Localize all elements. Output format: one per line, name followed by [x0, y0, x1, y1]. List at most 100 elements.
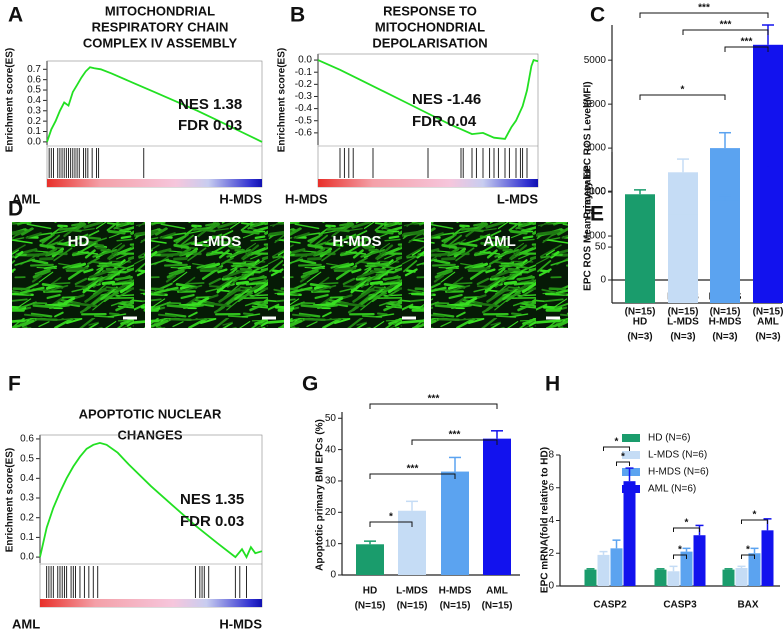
fdr: FDR 0.04 [412, 113, 477, 130]
y-tick-label: 1000 [584, 231, 607, 242]
significance-bracket [603, 446, 630, 451]
y-axis-label: Enrichment score(ES) [5, 448, 16, 552]
bar [623, 481, 636, 586]
group-size: (N=15) [397, 601, 428, 612]
significance-bracket [682, 29, 769, 35]
bar [610, 548, 623, 586]
nes: NES 1.35 [180, 491, 244, 508]
y-tick-label: 0.6 [20, 434, 34, 445]
significance-label: * [681, 85, 685, 96]
significance-label: *** [698, 3, 710, 14]
chart-title: RESPIRATORY CHAIN [92, 19, 229, 34]
y-axis-label: Primary EPC ROS Level(MFI) [583, 81, 594, 218]
bar [748, 553, 761, 586]
x-tick-label: CASP2 [593, 600, 627, 611]
panel-letter: H [545, 373, 560, 396]
x-tick-label: H-MDS [439, 586, 472, 597]
significance-bracket [741, 519, 768, 524]
y-tick-label: 20 [325, 507, 337, 518]
y-tick-label: -0.4 [295, 103, 313, 114]
y-tick-label: 10 [325, 538, 337, 549]
y-tick-label: 50 [595, 242, 607, 253]
micrograph-label: H-MDS [332, 233, 381, 250]
nes: NES -1.46 [412, 91, 481, 108]
panel-letter: D [8, 198, 23, 221]
panel-letter: A [8, 4, 23, 27]
group-size: (N=15) [668, 307, 699, 318]
y-tick-label: -0.2 [295, 79, 313, 90]
legend-label: L-MDS (N=6) [648, 450, 707, 461]
y-tick-label: 0.5 [20, 453, 34, 464]
bar [654, 569, 667, 586]
bar [761, 530, 774, 586]
y-tick-label: 4000 [584, 99, 607, 110]
significance-bracket [369, 403, 498, 409]
significance-bracket [673, 554, 687, 559]
y-tick-label: 0.3 [20, 493, 34, 504]
legend-label: H-MDS (N=6) [648, 467, 709, 478]
legend-label: AML (N=6) [648, 484, 696, 495]
y-tick-label: 0.2 [27, 116, 41, 127]
y-tick-label: 2000 [584, 187, 607, 198]
es-curve [317, 59, 539, 140]
legend-swatch [622, 468, 640, 476]
bar [625, 222, 655, 303]
x-tick-label: AML [757, 317, 779, 328]
bar [680, 551, 693, 586]
fdr: FDR 0.03 [178, 117, 242, 134]
y-tick-label: 30 [325, 476, 337, 487]
y-tick-label: 6 [548, 482, 554, 493]
group-size: (N=15) [625, 307, 656, 318]
fdr: FDR 0.03 [180, 513, 244, 530]
y-axis-label: EPC mRNA(fold relative to HD) [540, 447, 551, 593]
significance-label: * [753, 510, 757, 521]
significance-bracket [616, 461, 630, 466]
legend-swatch [622, 434, 640, 442]
panel-letter: E [590, 203, 604, 226]
group-size: (N=15) [482, 601, 513, 612]
y-axis-label: EPC ROS Mean gray value [583, 165, 594, 291]
y-tick-label: -0.1 [295, 67, 313, 78]
y-tick-label: 0 [330, 570, 336, 581]
x-tick-label: H-MDS [709, 317, 742, 328]
y-axis-label: Enrichment score(ES) [5, 48, 16, 152]
group-size: (N=15) [710, 307, 741, 318]
y-tick-label: 40 [325, 444, 337, 455]
group-size: (N=15) [355, 601, 386, 612]
panel-letter: C [590, 4, 605, 27]
panel-letter: F [8, 373, 21, 396]
group-size: (N=15) [753, 307, 784, 318]
panel-letter: B [290, 4, 305, 27]
significance-label: *** [449, 430, 461, 441]
nes: NES 1.38 [178, 96, 242, 113]
y-tick-label: 4 [548, 515, 554, 526]
chart-title: MITOCHONDRIAL [375, 19, 485, 34]
left-label: AML [12, 191, 40, 206]
significance-bracket [724, 46, 769, 52]
y-tick-label: -0.5 [295, 115, 313, 126]
micrograph-label: AML [483, 233, 516, 250]
bar [597, 554, 610, 586]
significance-label: * [746, 545, 750, 556]
y-tick-label: 0.6 [27, 74, 41, 85]
chart-title: APOPTOTIC NUCLEAR [79, 406, 222, 421]
bar [398, 510, 426, 575]
y-tick-label: 0.3 [27, 105, 41, 116]
y-tick-label: 0.7 [27, 64, 41, 75]
micrograph [431, 222, 568, 328]
left-label: H-MDS [285, 191, 328, 206]
significance-label: * [678, 545, 682, 556]
y-tick-label: 0 [600, 275, 606, 286]
rank-bar [40, 599, 262, 607]
y-tick-label: 0 [548, 581, 554, 592]
x-tick-label: HD [633, 317, 647, 328]
right-label: H-MDS [219, 616, 262, 631]
panel-letter: G [302, 373, 318, 396]
significance-label: *** [720, 20, 732, 31]
significance-label: * [685, 518, 689, 529]
micrograph-label: L-MDS [194, 233, 242, 250]
chart-title: DEPOLARISATION [372, 35, 487, 50]
x-tick-label: L-MDS [667, 317, 699, 328]
